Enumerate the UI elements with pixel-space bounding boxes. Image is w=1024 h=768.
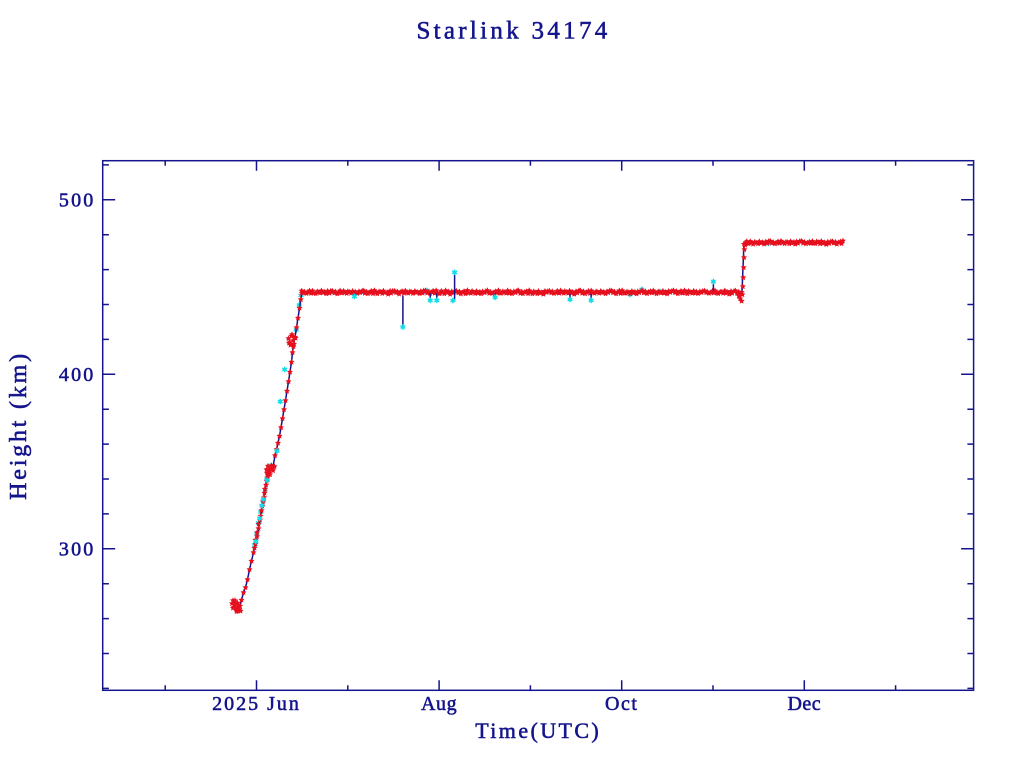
svg-text:2025 Jun: 2025 Jun <box>212 693 301 715</box>
svg-text:Dec: Dec <box>787 693 821 715</box>
svg-text:400: 400 <box>59 364 96 386</box>
svg-text:500: 500 <box>59 189 96 211</box>
svg-text:Height (km): Height (km) <box>6 351 32 500</box>
svg-text:Aug: Aug <box>421 693 457 715</box>
svg-text:300: 300 <box>59 538 96 560</box>
svg-text:Time(UTC): Time(UTC) <box>475 718 601 743</box>
svg-text:Starlink 34174: Starlink 34174 <box>416 18 610 45</box>
svg-text:Oct: Oct <box>605 693 638 715</box>
